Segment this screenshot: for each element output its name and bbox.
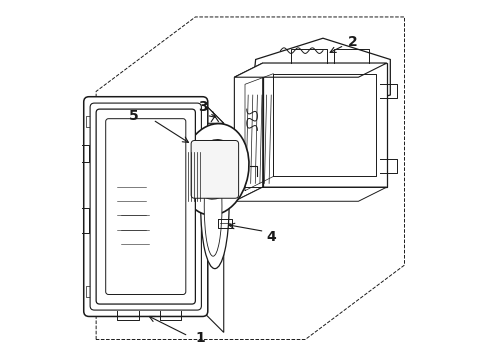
Text: 1: 1 [196, 331, 205, 345]
Ellipse shape [193, 140, 237, 199]
Ellipse shape [201, 145, 229, 269]
FancyBboxPatch shape [191, 140, 239, 198]
Text: 4: 4 [266, 230, 276, 244]
Polygon shape [234, 187, 387, 201]
Ellipse shape [181, 123, 249, 215]
Polygon shape [89, 102, 224, 123]
Polygon shape [263, 63, 387, 187]
FancyBboxPatch shape [90, 103, 201, 310]
Text: 3: 3 [198, 100, 208, 114]
Ellipse shape [204, 157, 222, 256]
Polygon shape [234, 63, 387, 77]
Polygon shape [252, 38, 391, 116]
FancyBboxPatch shape [106, 119, 186, 294]
Polygon shape [234, 63, 263, 201]
Text: 2: 2 [348, 35, 358, 49]
Text: 5: 5 [129, 109, 139, 123]
FancyBboxPatch shape [96, 109, 196, 304]
FancyBboxPatch shape [84, 97, 208, 316]
Polygon shape [202, 102, 224, 332]
